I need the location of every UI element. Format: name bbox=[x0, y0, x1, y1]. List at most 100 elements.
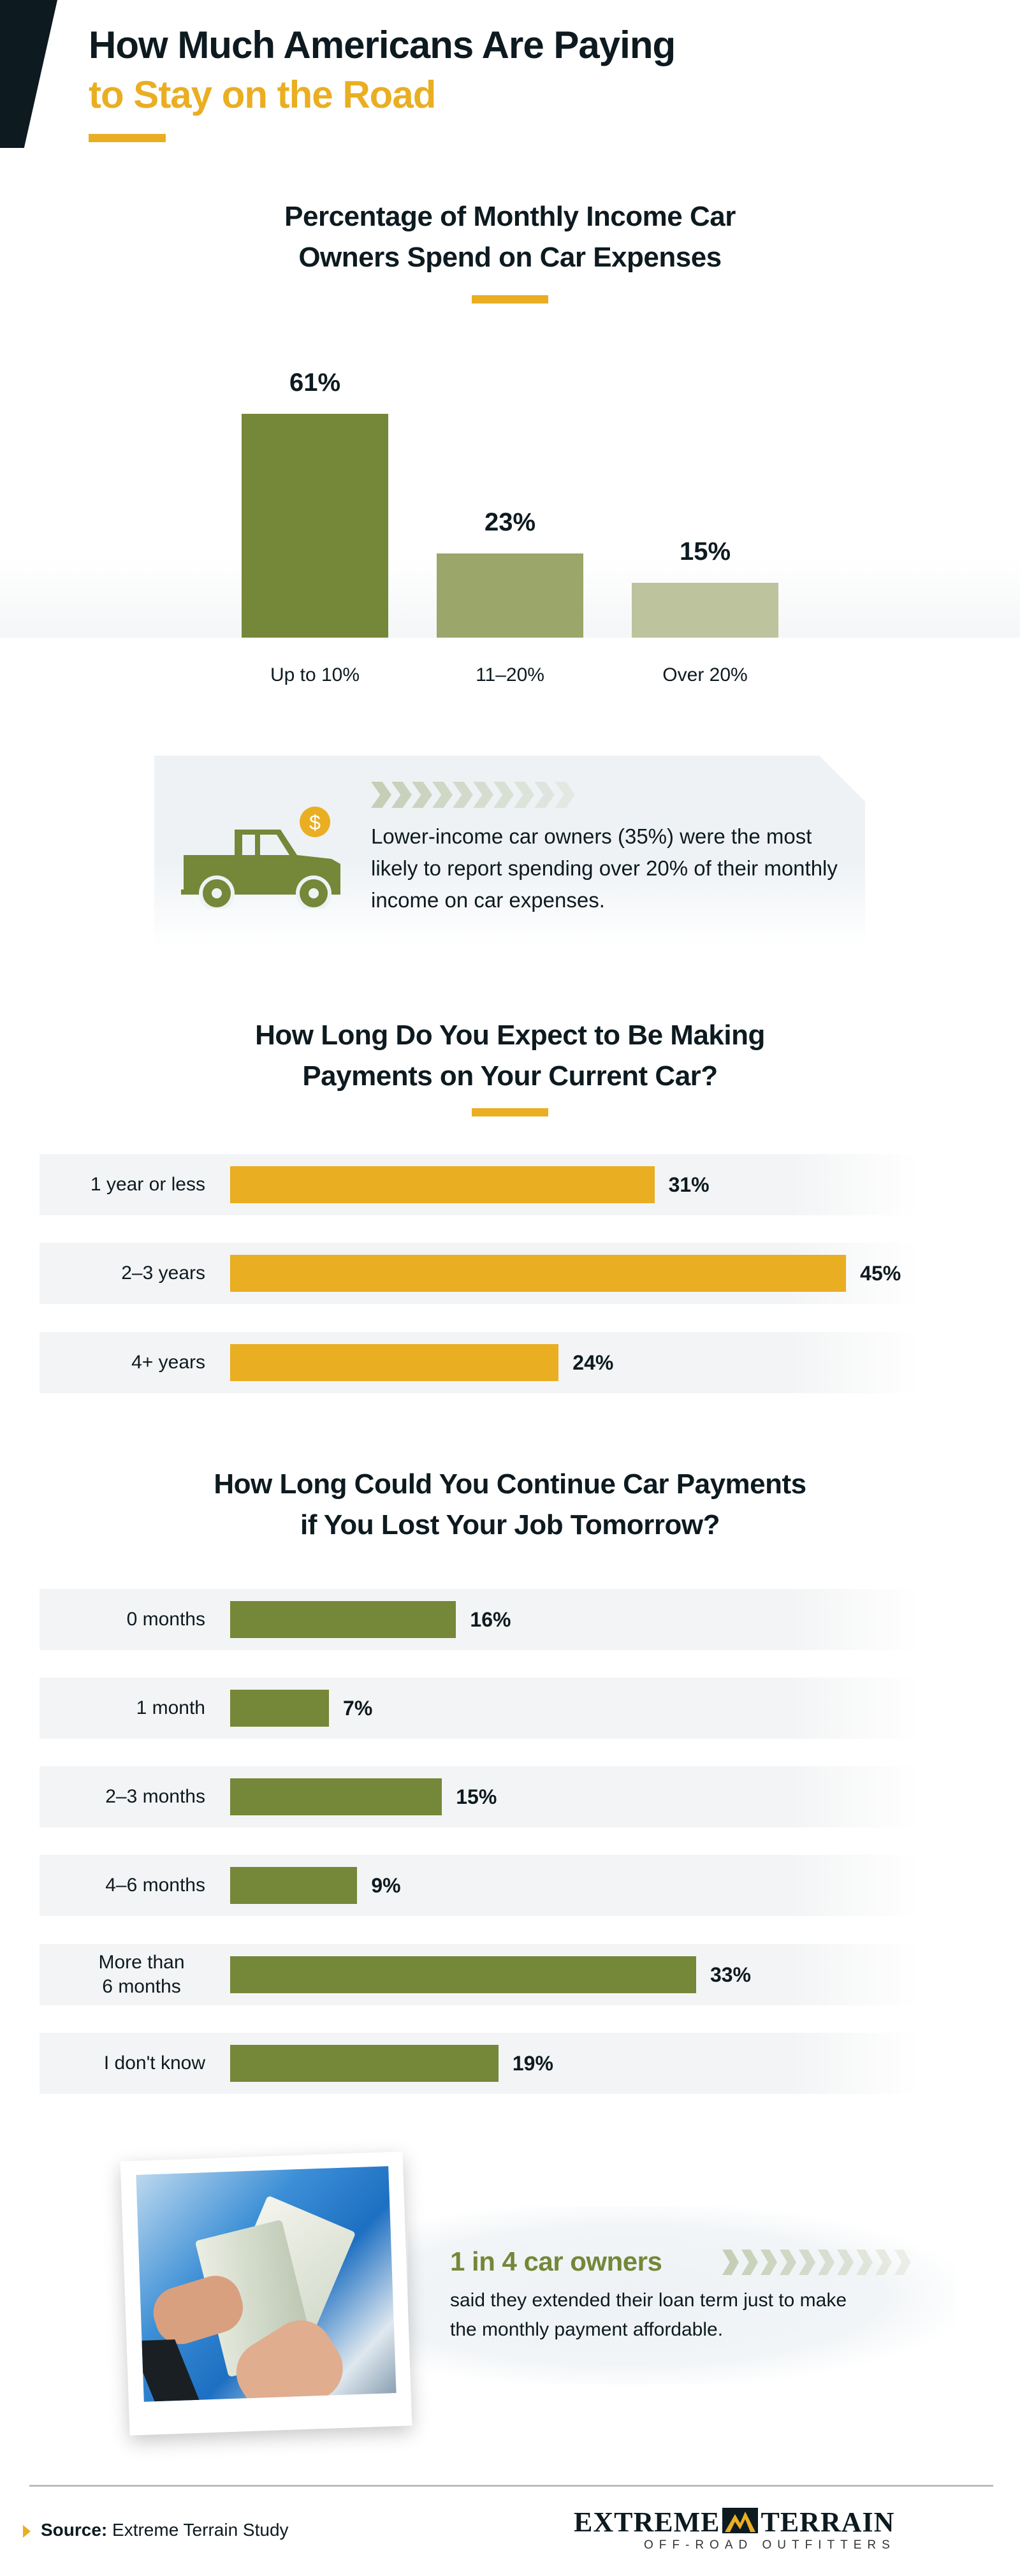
bar-2 bbox=[230, 1778, 442, 1815]
row-label: I don't know bbox=[103, 2053, 205, 2074]
chevron-icon bbox=[722, 2250, 739, 2275]
chart1-underline bbox=[472, 295, 548, 304]
chevron-icon bbox=[761, 2250, 777, 2275]
paint-splash-background bbox=[408, 2206, 956, 2385]
chevron-icon bbox=[412, 782, 432, 808]
bar-4 bbox=[230, 1956, 696, 1993]
mountain-icon bbox=[722, 2508, 759, 2533]
chart3-title-line1: How Long Could You Continue Car Payments bbox=[214, 1468, 806, 1500]
bar-value-label: 7% bbox=[343, 1697, 373, 1720]
chart2-title-line1: How Long Do You Expect to Be Making bbox=[255, 1020, 765, 1051]
chevron-icon bbox=[894, 2250, 911, 2275]
row-label: 0 months bbox=[126, 1609, 205, 1630]
chart1-title-line1: Percentage of Monthly Income Car bbox=[284, 201, 736, 232]
bar-1 bbox=[230, 1255, 847, 1292]
hands-counting-dollar-bills-photo bbox=[136, 2166, 397, 2402]
logo-word1: EXTREME bbox=[574, 2506, 720, 2538]
logo-tagline: OFF-ROAD OUTFITTERS bbox=[644, 2538, 896, 2552]
source-note: Source: Extreme Terrain Study bbox=[23, 2520, 289, 2540]
chevron-icon bbox=[875, 2250, 892, 2275]
chart1-bar-chart: 61% Up to 10% 23% 11–20% 15% Over 20% bbox=[0, 0, 1020, 685]
logo-word2: TERRAIN bbox=[761, 2506, 895, 2538]
page-title-line1: How Much Americans Are Paying bbox=[89, 24, 676, 66]
bar-0 bbox=[242, 414, 388, 638]
chart2-bar-chart: 1 year or less 31% 2–3 years 45% 4+ years 24% bbox=[0, 0, 1020, 1393]
chevron-icon bbox=[514, 782, 534, 808]
bar-0 bbox=[230, 1166, 655, 1203]
category-label: 11–20% bbox=[476, 664, 544, 685]
bar-value-label: 61% bbox=[289, 369, 341, 397]
source-text: Extreme Terrain Study bbox=[112, 2520, 289, 2540]
bar-5 bbox=[230, 2045, 499, 2082]
chart2-title-line2: Payments on Your Current Car? bbox=[302, 1060, 718, 1092]
chevron-icon bbox=[534, 782, 555, 808]
chevron-icon bbox=[799, 2250, 815, 2275]
chart1-title: Percentage of Monthly Income Car Owners … bbox=[0, 196, 1020, 278]
footer-divider bbox=[29, 2485, 993, 2487]
chevron-icon bbox=[555, 782, 575, 808]
chevron-icon bbox=[818, 2250, 834, 2275]
chart3-title-line2: if You Lost Your Job Tomorrow? bbox=[300, 1509, 720, 1540]
bar-value-label: 15% bbox=[456, 1785, 497, 1808]
chevron-icon bbox=[371, 782, 391, 808]
chevron-icon bbox=[493, 782, 514, 808]
row-label: 1 year or less bbox=[90, 1174, 205, 1195]
page-title-line2: to Stay on the Road bbox=[89, 73, 436, 116]
chevron-arrows-decoration bbox=[722, 2250, 933, 2275]
chart-row: 2–3 years 45% bbox=[40, 1243, 920, 1304]
chart1-title-line2: Owners Spend on Car Expenses bbox=[298, 242, 722, 273]
bar-value-label: 16% bbox=[470, 1608, 511, 1631]
chevron-icon bbox=[741, 2250, 758, 2275]
chart3-title: How Long Could You Continue Car Payments… bbox=[0, 1464, 1020, 1546]
chevron-icon bbox=[780, 2250, 796, 2275]
chevron-icon bbox=[837, 2250, 854, 2275]
chart-row: 0 months 16% bbox=[40, 1589, 920, 1650]
pickup-truck-dollar-icon: $ bbox=[181, 807, 340, 909]
chart-row: 1 month 7% bbox=[40, 1678, 920, 1739]
chart3-bar-chart: 0 months 16% 1 month 7% 2–3 months 15% 4–6 mon… bbox=[0, 0, 1020, 2094]
bar-value-label: 15% bbox=[679, 537, 731, 566]
chevron-icon bbox=[453, 782, 473, 808]
chevron-icon bbox=[856, 2250, 873, 2275]
stat-text: said they extended their loan term just … bbox=[450, 2290, 847, 2340]
bar-2 bbox=[230, 1344, 559, 1381]
bar-value-label: 24% bbox=[572, 1351, 614, 1374]
row-label: 4+ years bbox=[131, 1352, 205, 1373]
bar-2 bbox=[632, 582, 778, 638]
chart-row: More than 6 months 33% bbox=[40, 1944, 920, 2005]
row-label: More than 6 months bbox=[98, 1952, 185, 1997]
row-label: 2–3 months bbox=[105, 1786, 205, 1807]
callout-text: Lower-income car owners (35%) were the m… bbox=[371, 824, 838, 912]
stat-headline: 1 in 4 car owners bbox=[450, 2246, 662, 2276]
bar-value-label: 23% bbox=[484, 508, 536, 536]
chevron-arrows-decoration bbox=[371, 782, 581, 808]
bar-value-label: 33% bbox=[710, 1963, 751, 1986]
chevron-icon bbox=[391, 782, 412, 808]
category-label: Over 20% bbox=[662, 664, 748, 685]
bar-value-label: 19% bbox=[512, 2052, 553, 2075]
bar-value-label: 31% bbox=[668, 1173, 710, 1196]
category-label: Up to 10% bbox=[270, 664, 360, 685]
chevron-icon bbox=[473, 782, 493, 808]
chart2-title: How Long Do You Expect to Be Making Paym… bbox=[0, 1015, 1020, 1097]
chart-row: 4–6 months 9% bbox=[40, 1855, 920, 1916]
title-underline bbox=[89, 134, 166, 142]
source-label: Source: bbox=[41, 2520, 108, 2540]
bar-1 bbox=[437, 553, 583, 638]
extreme-terrain-logo: EXTREME TERRAIN OFF-ROAD OUTFITTERS bbox=[574, 2507, 994, 2558]
chevron-icon bbox=[432, 782, 453, 808]
chart-row: I don't know 19% bbox=[40, 2033, 920, 2094]
row-label: 4–6 months bbox=[105, 1875, 205, 1896]
bar-0 bbox=[230, 1601, 456, 1638]
bar-value-label: 9% bbox=[371, 1874, 401, 1897]
row-label: 2–3 years bbox=[121, 1262, 205, 1284]
row-label: 1 month bbox=[136, 1697, 205, 1718]
bar-1 bbox=[230, 1690, 330, 1727]
bar-3 bbox=[230, 1867, 358, 1904]
header-accent-shape bbox=[0, 0, 57, 148]
chart-row: 1 year or less 31% bbox=[40, 1154, 920, 1215]
bar-value-label: 45% bbox=[860, 1262, 901, 1285]
photo-frame bbox=[120, 2151, 412, 2436]
chart-row: 4+ years 24% bbox=[40, 1332, 920, 1393]
triangle-bullet-icon bbox=[23, 2524, 31, 2538]
